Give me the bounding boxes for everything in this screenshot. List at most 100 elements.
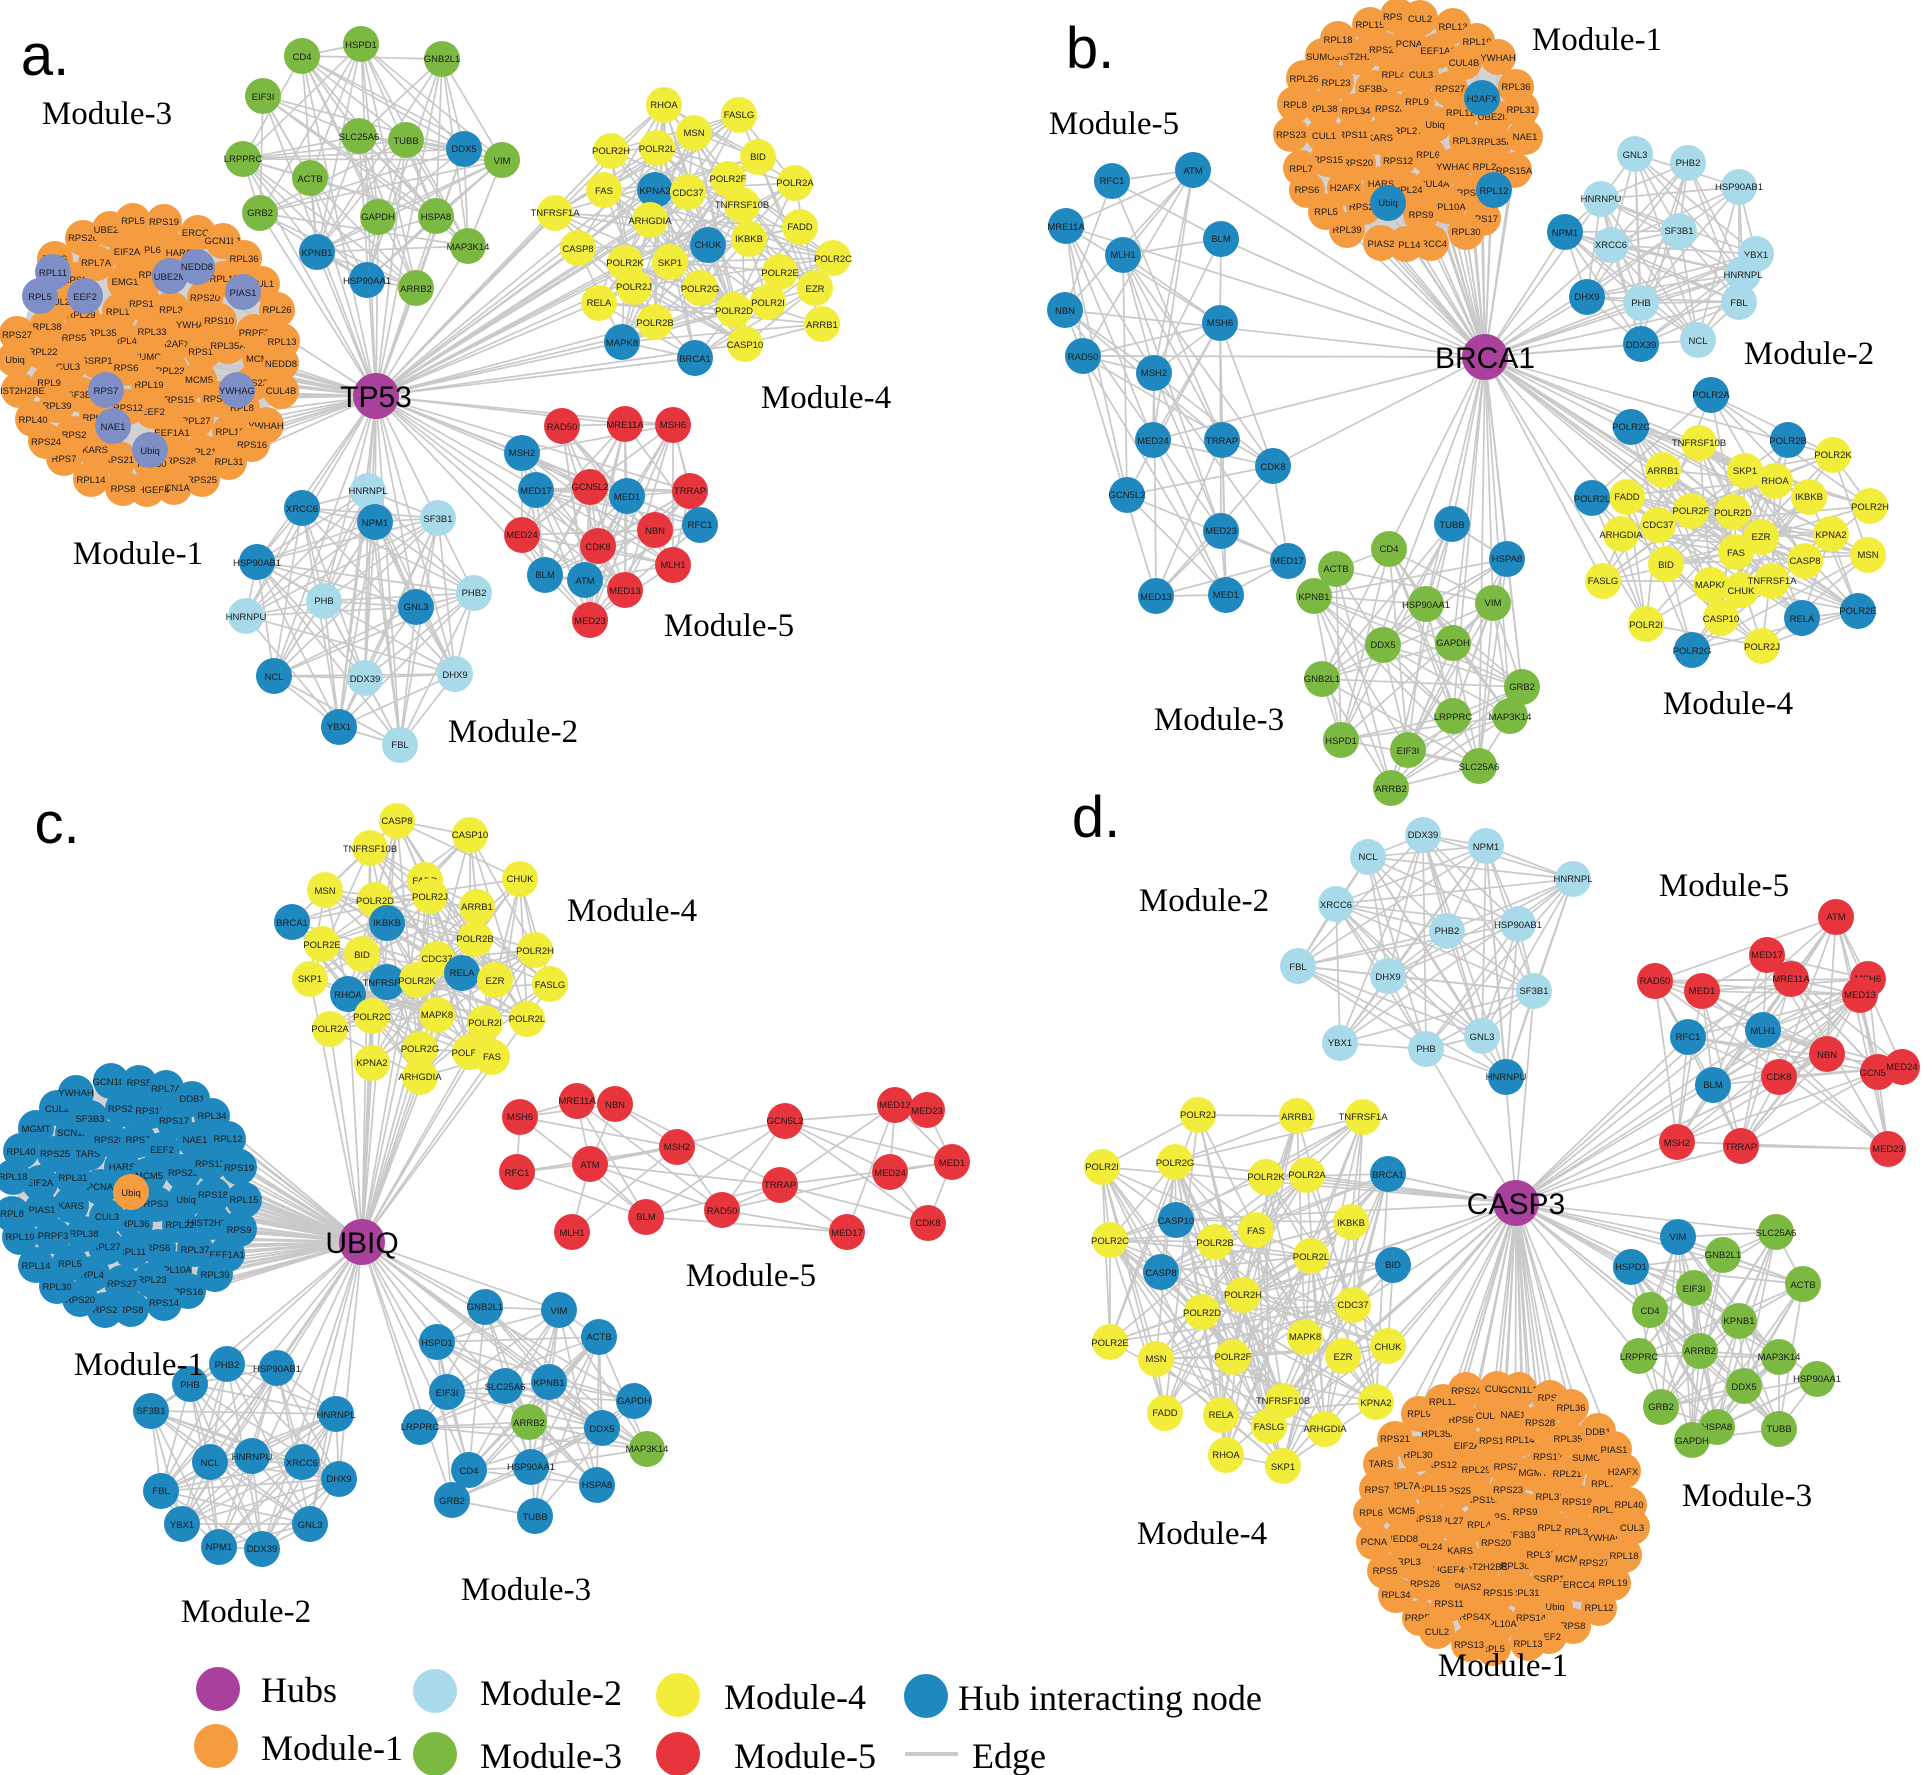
svg-text:RPL34: RPL34 xyxy=(1381,1590,1410,1601)
svg-text:Ubiq: Ubiq xyxy=(121,1188,141,1199)
svg-text:YWHAH: YWHAH xyxy=(1480,53,1516,64)
svg-text:CASP8: CASP8 xyxy=(1789,556,1820,567)
svg-text:Ubiq: Ubiq xyxy=(140,446,160,457)
svg-text:Module-4: Module-4 xyxy=(761,380,891,416)
svg-text:HSP90AA1: HSP90AA1 xyxy=(1402,600,1450,611)
svg-text:TRRAP: TRRAP xyxy=(674,486,706,497)
svg-text:HSP90AA1: HSP90AA1 xyxy=(343,276,391,287)
svg-text:RPS8: RPS8 xyxy=(119,1305,144,1316)
svg-text:HNRNPL: HNRNPL xyxy=(1553,874,1592,885)
svg-text:Module-3: Module-3 xyxy=(461,1572,591,1608)
svg-text:CUL3: CUL3 xyxy=(1409,70,1433,81)
svg-text:CASP3: CASP3 xyxy=(1467,1188,1565,1221)
svg-text:TNFRSF10B: TNFRSF10B xyxy=(1256,1396,1310,1407)
svg-text:POLR2G: POLR2G xyxy=(401,1044,440,1055)
svg-text:RPS17: RPS17 xyxy=(1533,1452,1563,1463)
svg-text:CUL4B: CUL4B xyxy=(266,386,297,397)
svg-text:FBL: FBL xyxy=(1289,962,1306,973)
svg-text:RPL5: RPL5 xyxy=(28,292,52,303)
svg-text:RPL23: RPL23 xyxy=(1537,1523,1566,1534)
svg-text:CHUK: CHUK xyxy=(1728,586,1756,597)
svg-text:MRE11A: MRE11A xyxy=(1772,974,1810,985)
svg-text:RPL35A: RPL35A xyxy=(210,341,246,352)
svg-text:RPL40: RPL40 xyxy=(1614,1500,1643,1511)
svg-text:SF3B1: SF3B1 xyxy=(423,514,452,525)
svg-text:GCN5L2: GCN5L2 xyxy=(1860,1068,1897,1079)
svg-text:GAPDH: GAPDH xyxy=(1675,1436,1709,1447)
svg-text:PRPF3: PRPF3 xyxy=(239,328,270,339)
svg-text:POLR2B: POLR2B xyxy=(456,934,494,945)
svg-text:DDB1: DDB1 xyxy=(1585,1427,1610,1438)
svg-text:MCM4: MCM4 xyxy=(1555,1554,1583,1565)
svg-text:POLR2C: POLR2C xyxy=(353,1012,391,1023)
svg-text:RPL31: RPL31 xyxy=(1506,105,1535,116)
svg-text:RPS23: RPS23 xyxy=(1276,130,1306,141)
svg-text:GRB2: GRB2 xyxy=(439,1496,465,1507)
svg-text:HNRNPU: HNRNPU xyxy=(1581,194,1622,205)
svg-text:RPS19: RPS19 xyxy=(149,217,179,228)
svg-text:PHB: PHB xyxy=(1416,1044,1436,1055)
svg-text:RPS20: RPS20 xyxy=(190,293,220,304)
svg-text:RELA: RELA xyxy=(1790,614,1815,625)
svg-text:POLR2I: POLR2I xyxy=(468,1018,502,1029)
svg-text:HIST2H2BE: HIST2H2BE xyxy=(187,1218,239,1229)
svg-text:BRCA1: BRCA1 xyxy=(679,354,711,365)
svg-text:MCM4: MCM4 xyxy=(246,354,274,365)
svg-text:RPS13: RPS13 xyxy=(1454,1640,1484,1651)
svg-text:MGMT: MGMT xyxy=(1518,1468,1547,1479)
svg-text:GRB2: GRB2 xyxy=(1648,1402,1674,1413)
svg-text:RPL34: RPL34 xyxy=(197,1111,226,1122)
svg-text:GAPDH: GAPDH xyxy=(617,1396,651,1407)
svg-text:RPS12: RPS12 xyxy=(1427,1460,1457,1471)
svg-text:RPS20: RPS20 xyxy=(65,1295,95,1306)
svg-text:MAPK8: MAPK8 xyxy=(421,1010,453,1021)
svg-text:RPS19: RPS19 xyxy=(1562,1497,1592,1508)
svg-text:KPNA2: KPNA2 xyxy=(1815,530,1846,541)
svg-text:RPL5: RPL5 xyxy=(58,1259,82,1270)
svg-text:POLR2G: POLR2G xyxy=(681,284,720,295)
svg-text:RELA: RELA xyxy=(450,968,475,979)
svg-text:RPL36: RPL36 xyxy=(1556,1403,1585,1414)
svg-text:BLM: BLM xyxy=(535,570,555,581)
svg-text:RPS9: RPS9 xyxy=(1409,210,1434,221)
svg-text:EIF3I: EIF3I xyxy=(1683,1284,1706,1295)
svg-text:CUL2: CUL2 xyxy=(45,1104,69,1115)
svg-text:Module-5: Module-5 xyxy=(734,1736,876,1775)
svg-text:Module-3: Module-3 xyxy=(1682,1478,1812,1514)
svg-text:ARRB2: ARRB2 xyxy=(1684,1346,1716,1357)
svg-text:POLR2K: POLR2K xyxy=(398,976,436,987)
svg-text:CUL3: CUL3 xyxy=(95,1212,119,1223)
svg-text:POLR2C: POLR2C xyxy=(1612,422,1650,433)
svg-text:BLM: BLM xyxy=(1211,234,1231,245)
svg-text:Module-4: Module-4 xyxy=(724,1677,866,1717)
svg-text:POLR2F: POLR2F xyxy=(710,174,747,185)
svg-text:HNRNPU: HNRNPU xyxy=(1486,1072,1527,1083)
svg-text:POLR2L: POLR2L xyxy=(1574,494,1610,505)
svg-text:RPL4: RPL4 xyxy=(1467,1520,1491,1531)
svg-text:RPL24: RPL24 xyxy=(1393,185,1422,196)
svg-text:ARRB2: ARRB2 xyxy=(1375,784,1407,795)
svg-text:RPL5: RPL5 xyxy=(1314,207,1338,218)
svg-text:PCNA: PCNA xyxy=(87,1182,114,1193)
svg-text:EEF1A1: EEF1A1 xyxy=(154,428,189,439)
svg-text:PIAS1: PIAS1 xyxy=(29,1205,56,1216)
svg-text:RPS12: RPS12 xyxy=(195,1159,225,1170)
svg-text:CDK8: CDK8 xyxy=(585,542,610,553)
svg-text:Module-3: Module-3 xyxy=(1154,702,1284,738)
svg-text:RPS11: RPS11 xyxy=(135,1106,164,1117)
svg-text:RPL36: RPL36 xyxy=(120,1219,149,1230)
svg-text:RPL39: RPL39 xyxy=(1332,225,1361,236)
svg-text:RPS10: RPS10 xyxy=(204,316,234,327)
svg-text:RPS11: RPS11 xyxy=(1434,1599,1463,1610)
svg-text:H2AFX: H2AFX xyxy=(160,339,191,350)
svg-text:ACTB: ACTB xyxy=(586,1332,611,1343)
svg-text:CHUK: CHUK xyxy=(507,874,535,885)
svg-text:MAPK8: MAPK8 xyxy=(1289,1332,1321,1343)
svg-text:RPL14: RPL14 xyxy=(1391,240,1420,251)
svg-text:GCN1L1: GCN1L1 xyxy=(205,236,242,247)
svg-text:RPS24: RPS24 xyxy=(1369,45,1399,56)
svg-text:RPS19: RPS19 xyxy=(224,1163,254,1174)
svg-text:MED24: MED24 xyxy=(1137,436,1169,447)
svg-text:SKP1: SKP1 xyxy=(1733,466,1757,477)
svg-text:ACTB: ACTB xyxy=(1790,1280,1815,1291)
